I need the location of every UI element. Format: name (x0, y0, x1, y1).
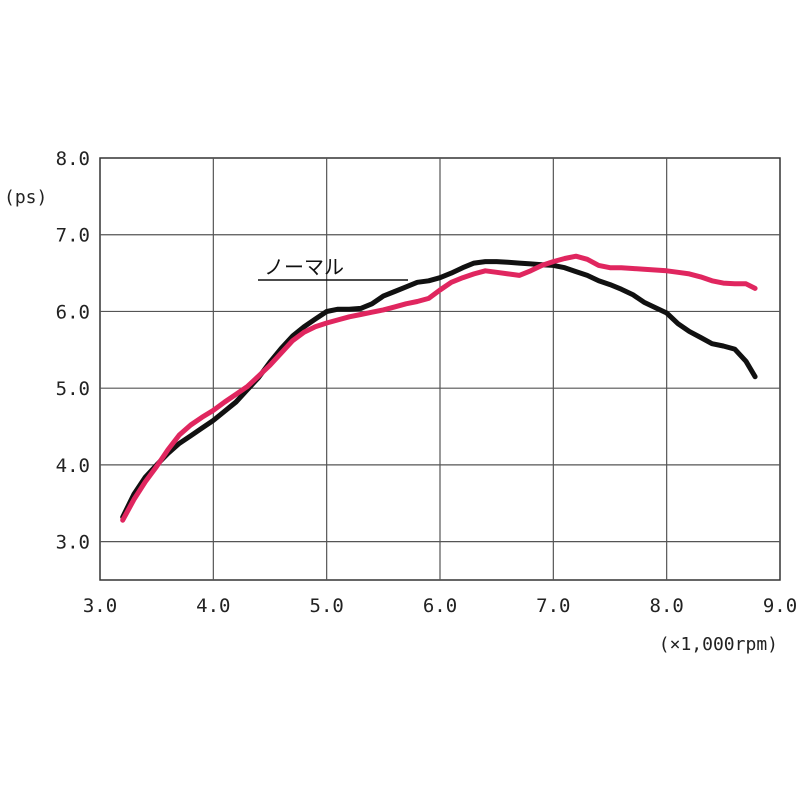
x-tick-label: 7.0 (536, 595, 570, 617)
y-tick-label: 7.0 (56, 225, 90, 247)
x-tick-label: 8.0 (650, 595, 684, 617)
y-axis-label: (ps) (4, 187, 47, 208)
annotation-normal-label: ノーマル (264, 255, 344, 279)
x-tick-label: 3.0 (83, 595, 117, 617)
y-axis-ticks: 3.0 4.0 5.0 6.0 7.0 8.0 (56, 148, 90, 554)
y-tick-label: 8.0 (56, 148, 90, 170)
y-tick-label: 4.0 (56, 455, 90, 477)
series-line-1 (120, 259, 758, 520)
x-axis-ticks: 3.0 4.0 5.0 6.0 7.0 8.0 9.0 (83, 595, 797, 617)
series-layer (120, 253, 758, 523)
x-tick-label: 9.0 (763, 595, 797, 617)
x-tick-label: 6.0 (423, 595, 457, 617)
y-tick-label: 6.0 (56, 301, 90, 323)
y-tick-label: 3.0 (56, 532, 90, 554)
grid-lines (100, 158, 780, 580)
series-line-2 (120, 253, 758, 523)
x-tick-label: 5.0 (310, 595, 344, 617)
y-tick-label: 5.0 (56, 378, 90, 400)
x-tick-label: 4.0 (196, 595, 230, 617)
annotation-normal: ノーマル (258, 255, 408, 281)
x-axis-label: (×1,000rpm) (659, 634, 778, 655)
